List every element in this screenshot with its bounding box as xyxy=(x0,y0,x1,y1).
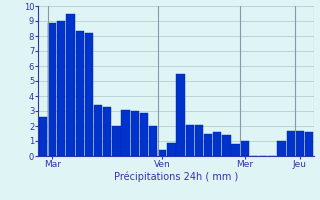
Bar xyxy=(213,132,221,156)
Bar xyxy=(296,130,304,156)
Bar xyxy=(112,126,121,156)
X-axis label: Précipitations 24h ( mm ): Précipitations 24h ( mm ) xyxy=(114,172,238,182)
Bar xyxy=(66,14,75,156)
Bar xyxy=(131,111,139,156)
Bar xyxy=(94,105,102,156)
Bar xyxy=(241,141,249,156)
Bar xyxy=(103,106,111,156)
Bar xyxy=(39,117,47,156)
Bar xyxy=(195,124,203,156)
Bar xyxy=(277,141,286,156)
Bar xyxy=(140,112,148,156)
Bar xyxy=(231,144,240,156)
Bar xyxy=(186,124,194,156)
Bar xyxy=(76,31,84,156)
Bar xyxy=(85,33,93,156)
Bar xyxy=(57,21,66,156)
Bar xyxy=(204,134,212,156)
Bar xyxy=(48,22,56,156)
Bar xyxy=(121,110,130,156)
Bar xyxy=(158,150,166,156)
Bar xyxy=(149,126,157,156)
Bar xyxy=(222,135,231,156)
Bar xyxy=(167,142,176,156)
Bar xyxy=(305,132,313,156)
Bar xyxy=(176,73,185,156)
Bar xyxy=(286,130,295,156)
